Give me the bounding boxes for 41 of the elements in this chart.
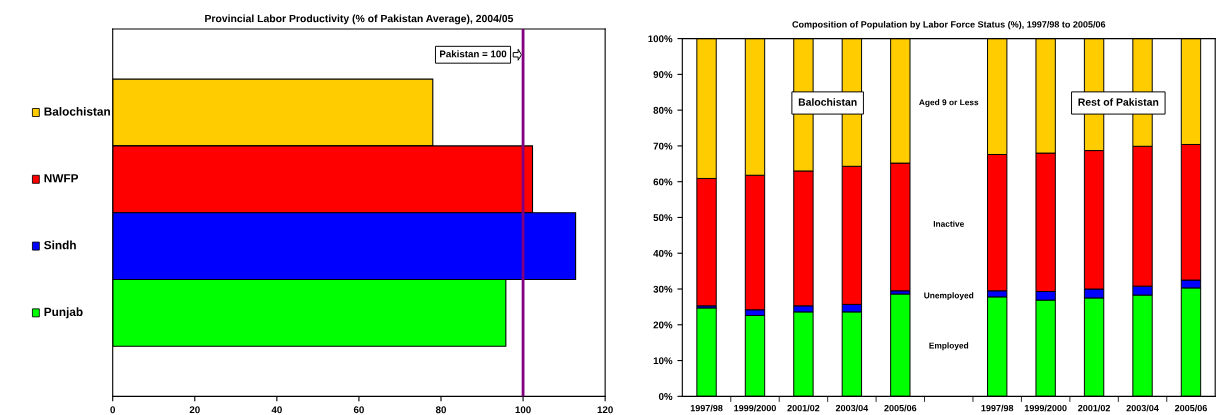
x-tick-label: 1999/2000 [1024,404,1067,412]
y-tick-label: 70% [653,142,673,150]
x-tick-label: 20 [189,406,200,414]
x-tick-label: 80 [435,406,447,414]
x-tick-label: 2003/04 [1126,404,1159,412]
text: Employed [929,342,969,351]
text: Inactive [933,220,964,227]
x-tick-label: 60 [353,406,364,414]
x-tick-label: 2003/04 [835,404,869,412]
chart-title: Composition of Population by Labor Force Status (%), 1997/98 to 2005/06 [792,20,1106,30]
y-tick-label: 10% [653,357,673,365]
y-tick-label: Balochistan [44,107,110,116]
x-tick-label: 40 [271,406,282,414]
ref-line-label: Pakistan = 100 [440,50,507,58]
series-label: Unemployed [924,292,974,301]
annotation: Rest of Pakistan [1078,98,1159,106]
y-tick-label: 90% [653,71,673,78]
x-tick-label: 2005/06 [884,404,917,412]
y-tick-label: 30% [653,285,673,293]
y-tick-label: 60% [653,178,673,186]
series-label: Aged 9 or Less [919,99,979,107]
annotation: Balochistan [798,98,857,106]
x-tick-label: 120 [597,406,613,414]
y-tick-label: 40% [653,249,673,257]
y-tick-label: NWFP [44,174,79,183]
y-tick-label: Punjab [44,307,83,319]
x-tick-label: 0 [110,406,116,414]
chart-title: Provincial Labor Productivity (% of Pakistan Average), 2004/05 [205,14,514,25]
x-tick-label: 1997/98 [981,404,1014,412]
x-tick-label: 1997/98 [690,404,723,412]
y-tick-label: 100% [648,35,673,43]
y-tick-label: 0% [658,393,673,400]
y-tick-label: 50% [653,214,673,222]
x-tick-label: 2001/02 [1078,404,1111,412]
x-tick-label: 2005/06 [1174,404,1207,412]
y-tick-label: Sindh [44,240,76,250]
x-tick-label: 100 [515,406,531,414]
x-tick-label: 2001/02 [787,404,820,412]
y-tick-label: 20% [653,321,673,329]
x-tick-label: 1999/2000 [734,404,776,412]
y-tick-label: 80% [653,106,673,114]
